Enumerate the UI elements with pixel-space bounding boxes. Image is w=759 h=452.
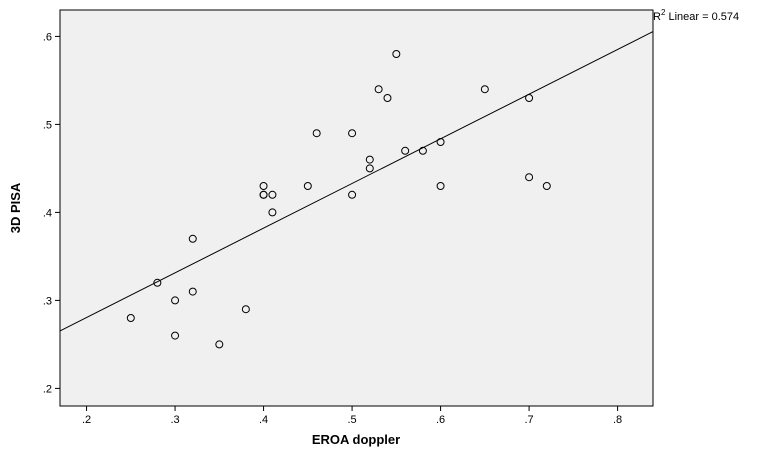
data-point [188,287,197,296]
x-tick-label: .3 [170,414,179,426]
data-point [188,234,197,243]
data-point [480,85,489,94]
data-point [303,182,312,190]
data-point [215,340,224,349]
data-point [241,305,250,314]
data-point [268,208,277,217]
y-tick-label: .6 [43,31,52,43]
y-tick-label: .2 [43,383,52,395]
data-point [171,296,180,305]
data-point [348,190,357,199]
x-tick-label: .5 [347,414,356,426]
y-tick-label: .3 [43,295,52,307]
data-point [171,331,180,340]
data-point [436,182,445,190]
x-tick-label: .8 [613,414,622,426]
r-squared-symbol: R [653,11,661,23]
data-point [436,138,445,146]
data-point [365,164,374,173]
data-point [525,173,534,182]
r-squared-annotation: R2 Linear = 0.574 [653,8,739,23]
plot-area [59,9,654,407]
data-point [312,129,321,138]
x-tick-label: .2 [82,414,91,426]
r-squared-superscript: 2 [661,8,666,17]
y-axis: .2 .3 .4 .5 .6 [43,31,60,395]
data-point [383,94,392,102]
x-axis-title: EROA doppler [312,432,400,447]
x-tick-label: .7 [524,414,533,426]
x-axis: .2 .3 .4 .5 .6 .7 .8 [82,406,622,426]
data-point [259,190,268,199]
r-squared-text: Linear = 0.574 [665,11,739,23]
data-point [418,146,427,155]
y-axis-title: 3D PISA [8,182,23,233]
data-point [365,155,374,164]
data-point [542,182,551,190]
x-tick-label: .6 [436,414,445,426]
y-tick-label: .4 [43,207,52,219]
data-point [268,190,277,199]
data-point [126,314,135,322]
data-point [348,129,357,138]
data-point [401,146,410,155]
fit-line [59,31,654,332]
data-point [525,94,534,102]
data-points [126,50,551,349]
data-point [392,50,401,58]
data-point [153,278,162,287]
data-point [259,182,268,190]
y-tick-label: .5 [43,119,52,131]
x-tick-label: .4 [259,414,268,426]
data-point [374,85,383,94]
